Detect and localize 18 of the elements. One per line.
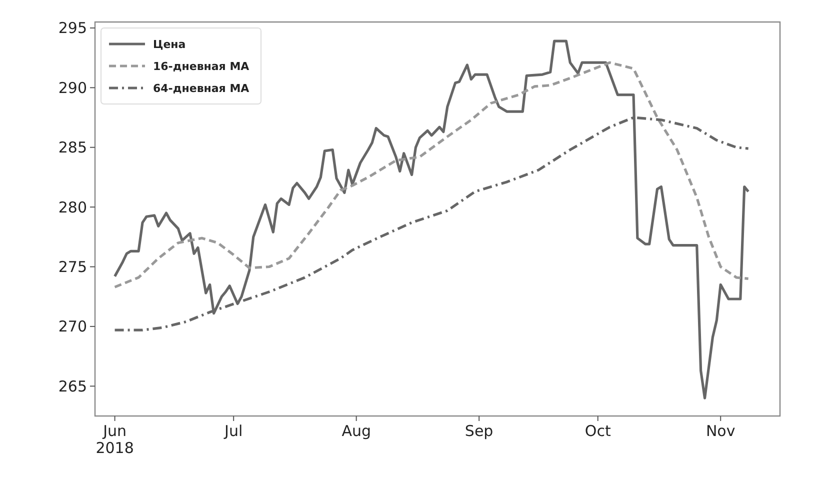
y-tick-label: 275 — [58, 258, 87, 276]
x-tick-label: Nov — [706, 422, 736, 440]
legend-label: Цена — [153, 38, 186, 51]
y-tick-label: 290 — [58, 78, 87, 97]
legend-label: 64-дневная MA — [153, 82, 250, 95]
x-tick-label: Aug — [342, 422, 371, 440]
line-series — [114, 40, 750, 400]
x-tick-label: Oct — [584, 422, 611, 440]
y-tick-label: 295 — [58, 19, 87, 38]
x-tick-label: Sep — [464, 422, 494, 440]
y-tick-label: 285 — [58, 138, 87, 157]
y-tick-label: 280 — [58, 198, 87, 216]
line-series — [114, 61, 750, 288]
y-tick-label: 270 — [58, 318, 87, 336]
y-tick-label: 265 — [58, 377, 87, 396]
x-tick-label: Jul — [224, 422, 243, 440]
x-tick-label: Jun 2018 — [96, 422, 134, 457]
legend-label: 16-дневная MA — [153, 60, 250, 73]
